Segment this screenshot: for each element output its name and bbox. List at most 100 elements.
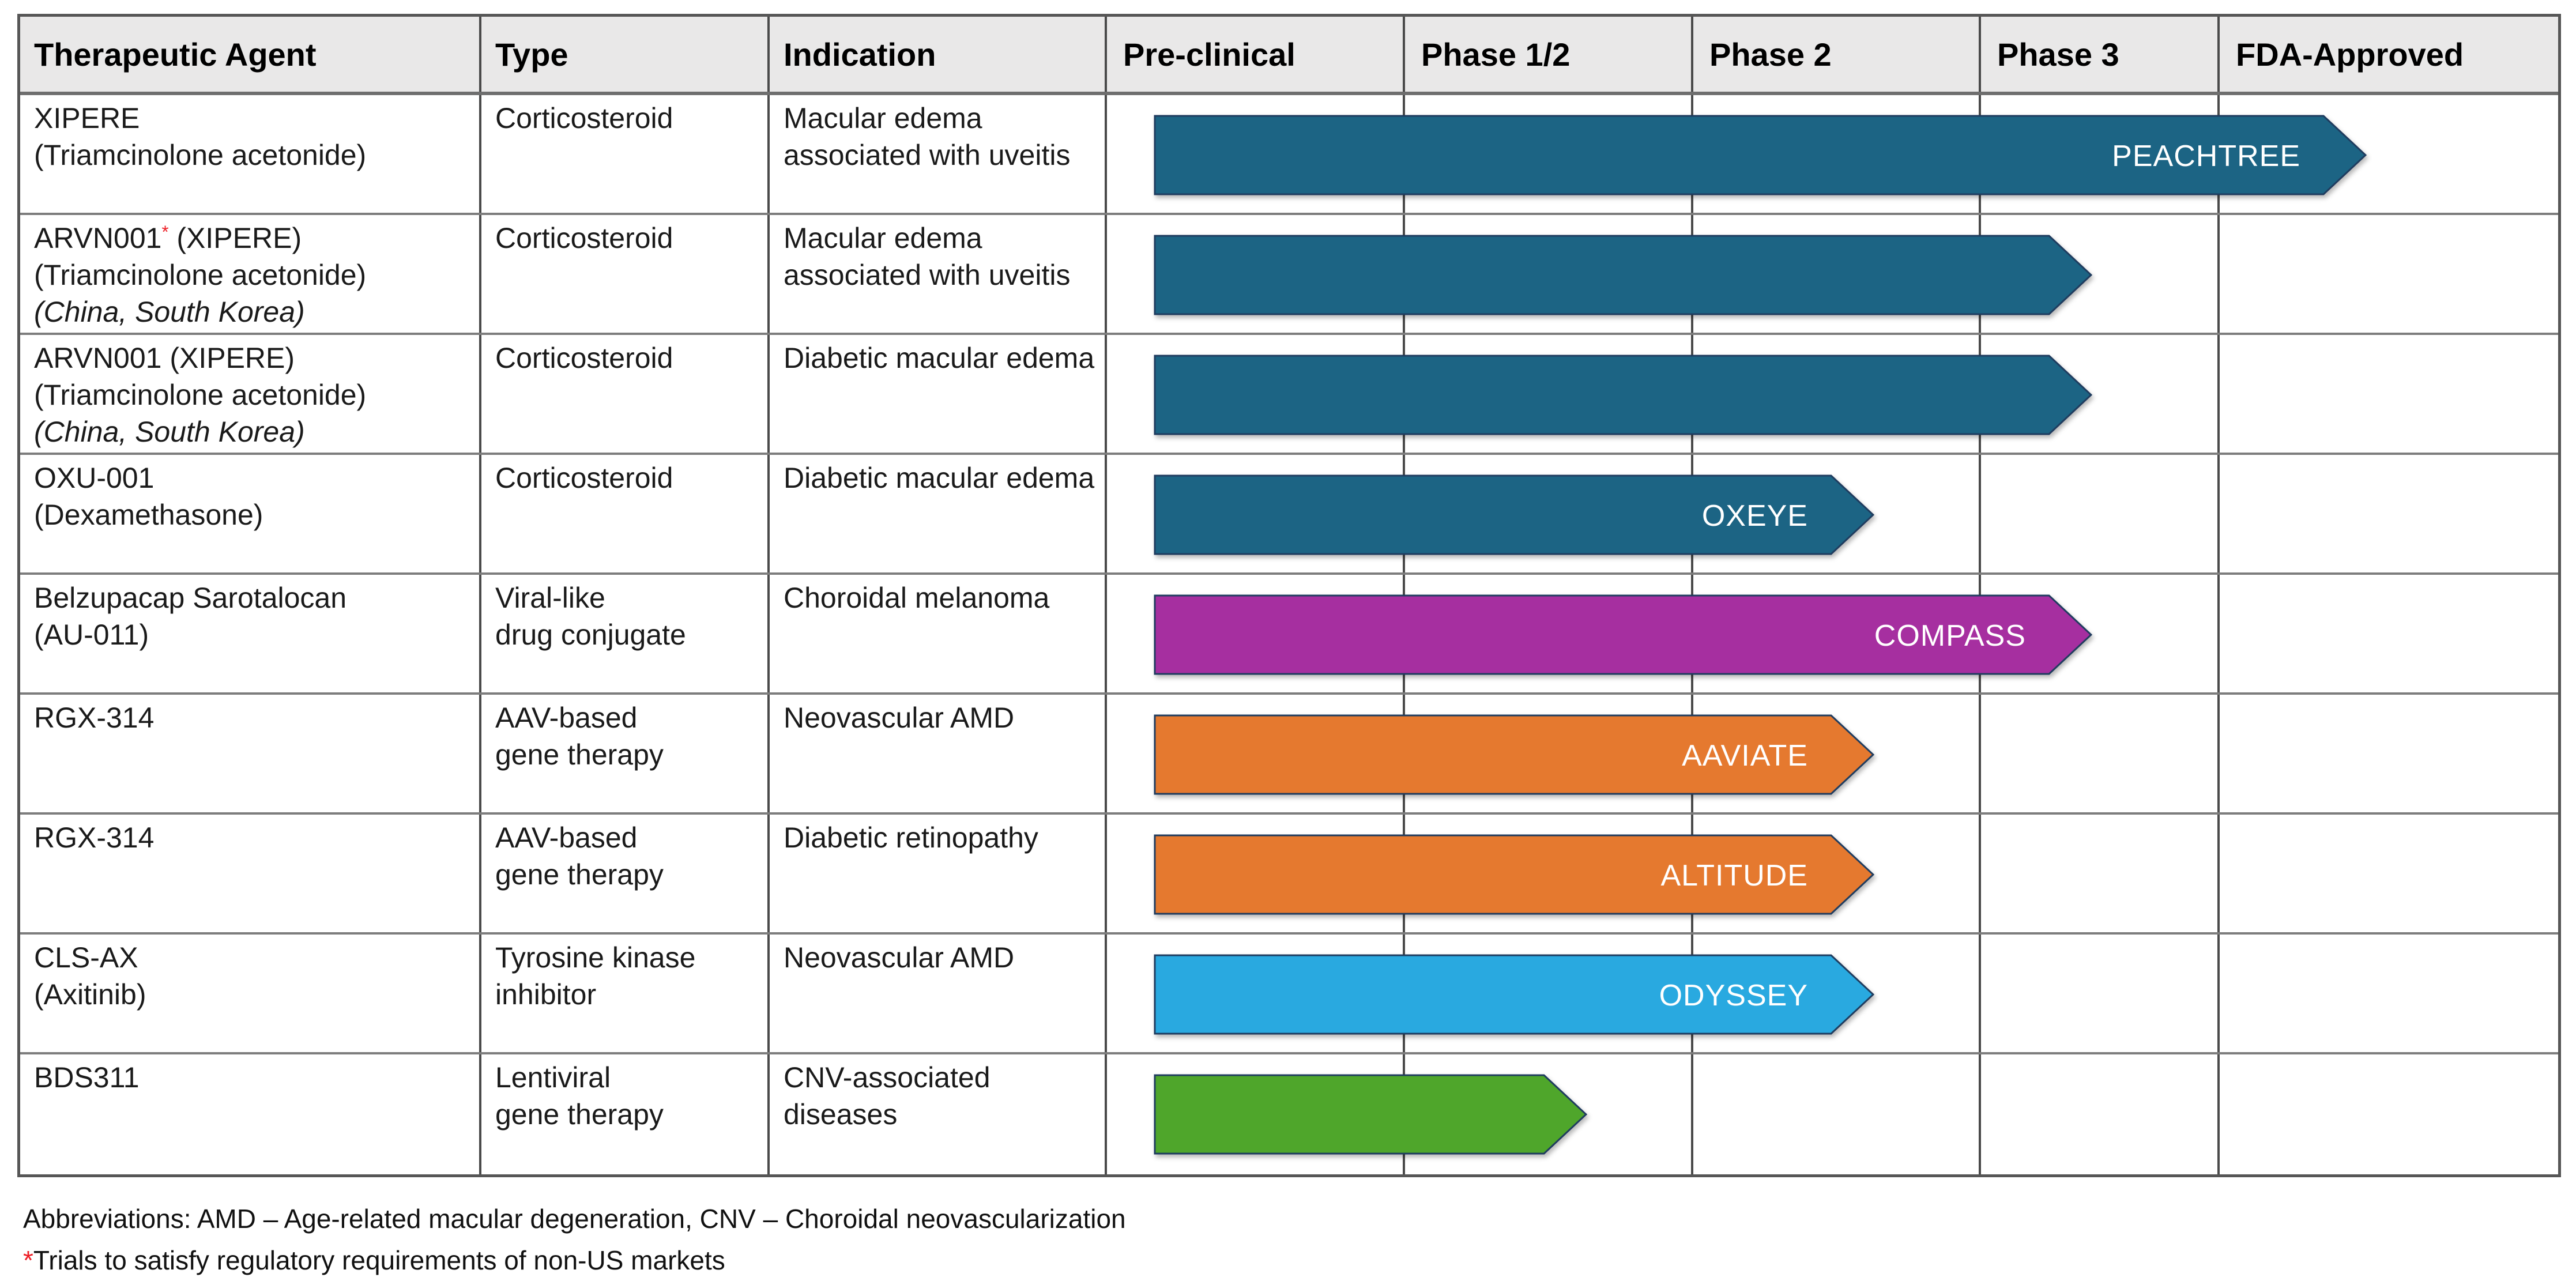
indication-line: associated with uveitis bbox=[784, 259, 1071, 291]
indication-cell: Diabetic macular edema bbox=[770, 455, 1107, 572]
asterisk-note-text: Trials to satisfy regulatory requirement… bbox=[33, 1245, 725, 1275]
header-type: Type bbox=[481, 17, 770, 92]
agent-name-line: CLS-AX bbox=[34, 941, 138, 974]
type-cell: Corticosteroid bbox=[481, 215, 770, 333]
agent-name-line: OXU-001 bbox=[34, 462, 155, 494]
type-line: Corticosteroid bbox=[495, 222, 673, 254]
phase-gridline bbox=[1691, 1054, 1693, 1174]
indication-line: CNV-associated bbox=[784, 1061, 991, 1094]
agent-name-line: (AU-011) bbox=[34, 619, 149, 651]
phase-arrow-odyssey: ODYSSEY bbox=[1154, 954, 1874, 1035]
agent-name-line: (Axitinib) bbox=[34, 978, 146, 1011]
header-phase-2: Phase 2 bbox=[1693, 17, 1981, 92]
header-therapeutic-agent: Therapeutic Agent bbox=[20, 17, 481, 92]
indication-cell: Macular edema associated with uveitis bbox=[770, 95, 1107, 213]
agent-name-line: RGX-314 bbox=[34, 822, 155, 854]
agent-cell: XIPERE (Triamcinolone acetonide) bbox=[20, 95, 481, 213]
table-row: CLS-AX (Axitinib) Tyrosine kinase inhibito… bbox=[20, 935, 2558, 1054]
type-line: gene therapy bbox=[495, 858, 664, 891]
agent-name-line: (Triamcinolone acetonide) bbox=[34, 259, 367, 291]
phase-gridline bbox=[2217, 455, 2220, 572]
agent-cell: OXU-001 (Dexamethasone) bbox=[20, 455, 481, 572]
table-row: OXU-001 (Dexamethasone) Corticosteroid Di… bbox=[20, 455, 2558, 575]
indication-line: Choroidal melanoma bbox=[784, 582, 1050, 614]
footnotes: Abbreviations: AMD – Age-related macular… bbox=[23, 1198, 1126, 1281]
table-header-row: Therapeutic Agent Type Indication Pre-cl… bbox=[20, 17, 2558, 95]
table-row: RGX-314 AAV-based gene therapy Diabetic r… bbox=[20, 815, 2558, 935]
header-phase-preclinical: Pre-clinical bbox=[1107, 17, 1405, 92]
timeline-cell: AAVIATE bbox=[1107, 695, 2558, 812]
header-phase-columns: Pre-clinical Phase 1/2 Phase 2 Phase 3 F… bbox=[1107, 17, 2558, 92]
phase-arrow-peachtree: PEACHTREE bbox=[1154, 115, 2367, 195]
agent-name-line: XIPERE bbox=[34, 102, 140, 134]
agent-cell: ARVN001 (XIPERE) (Triamcinolone acetonide… bbox=[20, 335, 481, 453]
agent-name-line: (Dexamethasone) bbox=[34, 499, 263, 531]
indication-line: Neovascular AMD bbox=[784, 702, 1015, 734]
phase-gridline bbox=[1979, 935, 1981, 1052]
timeline-cell: ALTITUDE bbox=[1107, 815, 2558, 932]
type-line: gene therapy bbox=[495, 1098, 664, 1131]
agent-cell: BDS311 bbox=[20, 1054, 481, 1174]
red-asterisk: * bbox=[161, 221, 169, 242]
type-line: AAV-based bbox=[495, 702, 638, 734]
agent-name-line: ARVN001* (XIPERE) bbox=[34, 221, 302, 254]
timeline-cell: COMPASS bbox=[1107, 575, 2558, 692]
type-line: gene therapy bbox=[495, 739, 664, 771]
arrow-label: PEACHTREE bbox=[2112, 140, 2300, 173]
abbreviations-note: Abbreviations: AMD – Age-related macular… bbox=[23, 1198, 1126, 1239]
arrow-label: AAVIATE bbox=[1682, 739, 1808, 773]
phase-gridline bbox=[1979, 815, 1981, 932]
table-row: ARVN001 (XIPERE) (Triamcinolone acetonide… bbox=[20, 335, 2558, 455]
indication-line: diseases bbox=[784, 1098, 898, 1131]
header-phase-1-2: Phase 1/2 bbox=[1405, 17, 1693, 92]
indication-line: Diabetic macular edema bbox=[784, 462, 1095, 494]
type-line: drug conjugate bbox=[495, 619, 686, 651]
phase-gridline bbox=[2217, 215, 2220, 333]
phase-arrow bbox=[1154, 235, 2092, 315]
agent-name-line: (China, South Korea) bbox=[34, 296, 305, 328]
table-row: ARVN001* (XIPERE) (Triamcinolone acetonid… bbox=[20, 215, 2558, 335]
agent-name-line: RGX-314 bbox=[34, 702, 155, 734]
type-cell: AAV-based gene therapy bbox=[481, 695, 770, 812]
timeline-cell bbox=[1107, 1054, 2558, 1174]
table-row: RGX-314 AAV-based gene therapy Neovascula… bbox=[20, 695, 2558, 815]
indication-line: Macular edema bbox=[784, 102, 982, 134]
indication-line: Macular edema bbox=[784, 222, 982, 254]
table-row: XIPERE (Triamcinolone acetonide) Corticos… bbox=[20, 95, 2558, 215]
timeline-cell bbox=[1107, 335, 2558, 453]
pipeline-table: Therapeutic Agent Type Indication Pre-cl… bbox=[17, 14, 2561, 1177]
timeline-cell: ODYSSEY bbox=[1107, 935, 2558, 1052]
agent-name-line: (Triamcinolone acetonide) bbox=[34, 379, 367, 411]
type-line: AAV-based bbox=[495, 822, 638, 854]
agent-cell: RGX-314 bbox=[20, 815, 481, 932]
indication-cell: CNV-associated diseases bbox=[770, 1054, 1107, 1174]
agent-cell: RGX-314 bbox=[20, 695, 481, 812]
phase-arrow bbox=[1154, 1074, 1587, 1155]
phase-arrow-aaviate: AAVIATE bbox=[1154, 714, 1874, 795]
type-cell: Corticosteroid bbox=[481, 335, 770, 453]
arrow-label: ALTITUDE bbox=[1660, 859, 1808, 892]
phase-gridline bbox=[1979, 455, 1981, 572]
agent-name-line: ARVN001 (XIPERE) bbox=[34, 342, 295, 374]
arrow-label: COMPASS bbox=[1874, 619, 2026, 653]
agent-cell: CLS-AX (Axitinib) bbox=[20, 935, 481, 1052]
phase-gridline bbox=[2217, 335, 2220, 453]
indication-cell: Choroidal melanoma bbox=[770, 575, 1107, 692]
header-phase-3: Phase 3 bbox=[1981, 17, 2220, 92]
indication-cell: Diabetic macular edema bbox=[770, 335, 1107, 453]
abbreviations-text: Abbreviations: AMD – Age-related macular… bbox=[23, 1204, 1126, 1234]
type-line: Lentiviral bbox=[495, 1061, 611, 1094]
phase-arrow bbox=[1154, 355, 2092, 435]
arrow-label: OXEYE bbox=[1702, 499, 1808, 533]
table-body: XIPERE (Triamcinolone acetonide) Corticos… bbox=[20, 95, 2558, 1174]
type-cell: Viral-like drug conjugate bbox=[481, 575, 770, 692]
agent-cell: Belzupacap Sarotalocan (AU-011) bbox=[20, 575, 481, 692]
header-indication: Indication bbox=[770, 17, 1107, 92]
indication-line: associated with uveitis bbox=[784, 139, 1071, 171]
type-cell: Corticosteroid bbox=[481, 455, 770, 572]
phase-gridline bbox=[2217, 1054, 2220, 1174]
timeline-cell: PEACHTREE bbox=[1107, 95, 2558, 213]
indication-cell: Diabetic retinopathy bbox=[770, 815, 1107, 932]
indication-line: Diabetic macular edema bbox=[784, 342, 1095, 374]
type-line: Corticosteroid bbox=[495, 102, 673, 134]
